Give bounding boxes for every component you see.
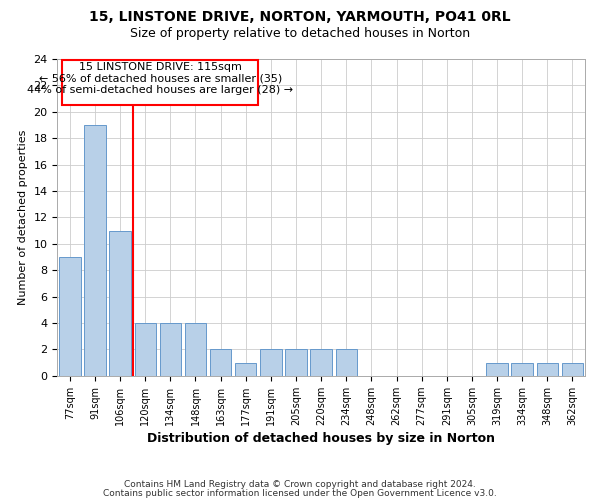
Text: 15 LINSTONE DRIVE: 115sqm: 15 LINSTONE DRIVE: 115sqm xyxy=(79,62,242,72)
X-axis label: Distribution of detached houses by size in Norton: Distribution of detached houses by size … xyxy=(147,432,495,445)
Bar xyxy=(59,257,80,376)
Y-axis label: Number of detached properties: Number of detached properties xyxy=(18,130,28,305)
Bar xyxy=(134,323,156,376)
Bar xyxy=(310,350,332,376)
Bar xyxy=(160,323,181,376)
Text: Contains public sector information licensed under the Open Government Licence v3: Contains public sector information licen… xyxy=(103,489,497,498)
Bar xyxy=(487,362,508,376)
Text: Contains HM Land Registry data © Crown copyright and database right 2024.: Contains HM Land Registry data © Crown c… xyxy=(124,480,476,489)
Text: Size of property relative to detached houses in Norton: Size of property relative to detached ho… xyxy=(130,28,470,40)
Bar xyxy=(260,350,281,376)
Bar xyxy=(210,350,231,376)
Bar xyxy=(84,125,106,376)
Bar xyxy=(109,230,131,376)
Text: 44% of semi-detached houses are larger (28) →: 44% of semi-detached houses are larger (… xyxy=(27,86,293,96)
Bar xyxy=(286,350,307,376)
Bar xyxy=(235,362,256,376)
Bar xyxy=(185,323,206,376)
Text: ← 56% of detached houses are smaller (35): ← 56% of detached houses are smaller (35… xyxy=(38,74,282,84)
FancyBboxPatch shape xyxy=(62,60,259,105)
Bar xyxy=(536,362,558,376)
Bar xyxy=(511,362,533,376)
Text: 15, LINSTONE DRIVE, NORTON, YARMOUTH, PO41 0RL: 15, LINSTONE DRIVE, NORTON, YARMOUTH, PO… xyxy=(89,10,511,24)
Bar xyxy=(562,362,583,376)
Bar xyxy=(335,350,357,376)
